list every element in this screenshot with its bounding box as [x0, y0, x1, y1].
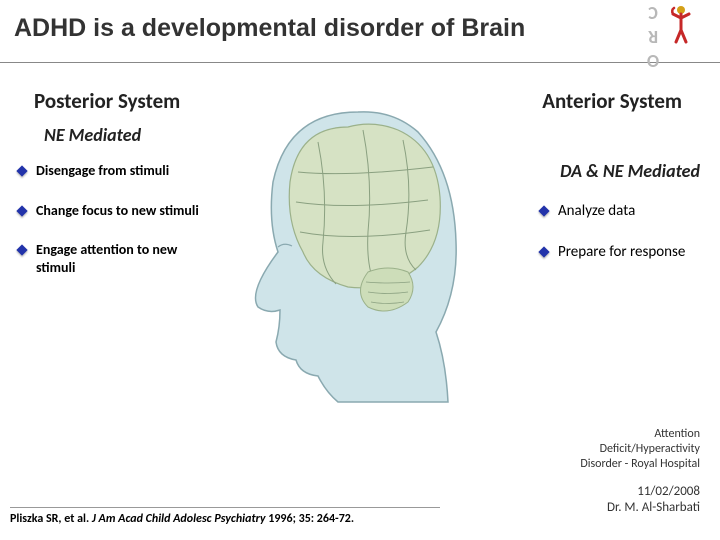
citation: Pliszka SR, et al. J Am Acad Child Adole…	[10, 507, 440, 526]
author-text: Dr. M. Al-Sharbati	[607, 500, 700, 515]
attribution-text: Attention Deficit/Hyperactivity Disorder…	[580, 427, 700, 471]
diamond-icon	[16, 165, 27, 176]
person-icon	[668, 4, 694, 44]
anterior-heading: Anterior System	[542, 88, 682, 114]
citation-author: Pliszka SR, et al.	[10, 512, 92, 526]
diamond-icon	[16, 244, 27, 255]
bullet-text: Prepare for response	[558, 243, 685, 262]
posterior-bullet-list: Disengage from stimuli Change focus to n…	[18, 162, 208, 298]
diamond-icon	[538, 246, 549, 257]
posterior-subheading: NE Mediated	[44, 124, 141, 146]
brain-illustration	[218, 92, 478, 412]
citation-journal: J Am Acad Child Adolesc Psychiatry	[92, 512, 266, 526]
logo-figure	[652, 4, 710, 62]
slide-title: ADHD is a developmental disorder of Brai…	[14, 14, 525, 43]
bullet-text: Engage attention to new stimuli	[36, 241, 208, 276]
bullet-text: Disengage from stimuli	[36, 162, 169, 180]
diamond-icon	[16, 205, 27, 216]
anterior-subheading: DA & NE Mediated	[560, 160, 700, 182]
diamond-icon	[538, 205, 549, 216]
list-item: Analyze data	[540, 202, 700, 221]
posterior-heading: Posterior System	[34, 88, 180, 114]
list-item: Disengage from stimuli	[18, 162, 208, 180]
citation-suffix: 1996; 35: 264-72.	[266, 512, 355, 526]
bullet-text: Change focus to new stimuli	[36, 202, 199, 220]
list-item: Change focus to new stimuli	[18, 202, 208, 220]
attribution-block: Attention Deficit/Hyperactivity Disorder…	[560, 427, 700, 472]
list-item: Prepare for response	[540, 243, 700, 262]
bullet-text: Analyze data	[558, 202, 635, 221]
date-text: 11/02/2008	[637, 484, 700, 499]
date-author-block: 11/02/2008 Dr. M. Al-Sharbati	[540, 484, 700, 517]
list-item: Engage attention to new stimuli	[18, 241, 208, 276]
anterior-bullet-list: Analyze data Prepare for response	[540, 202, 700, 284]
title-underline	[0, 62, 720, 63]
